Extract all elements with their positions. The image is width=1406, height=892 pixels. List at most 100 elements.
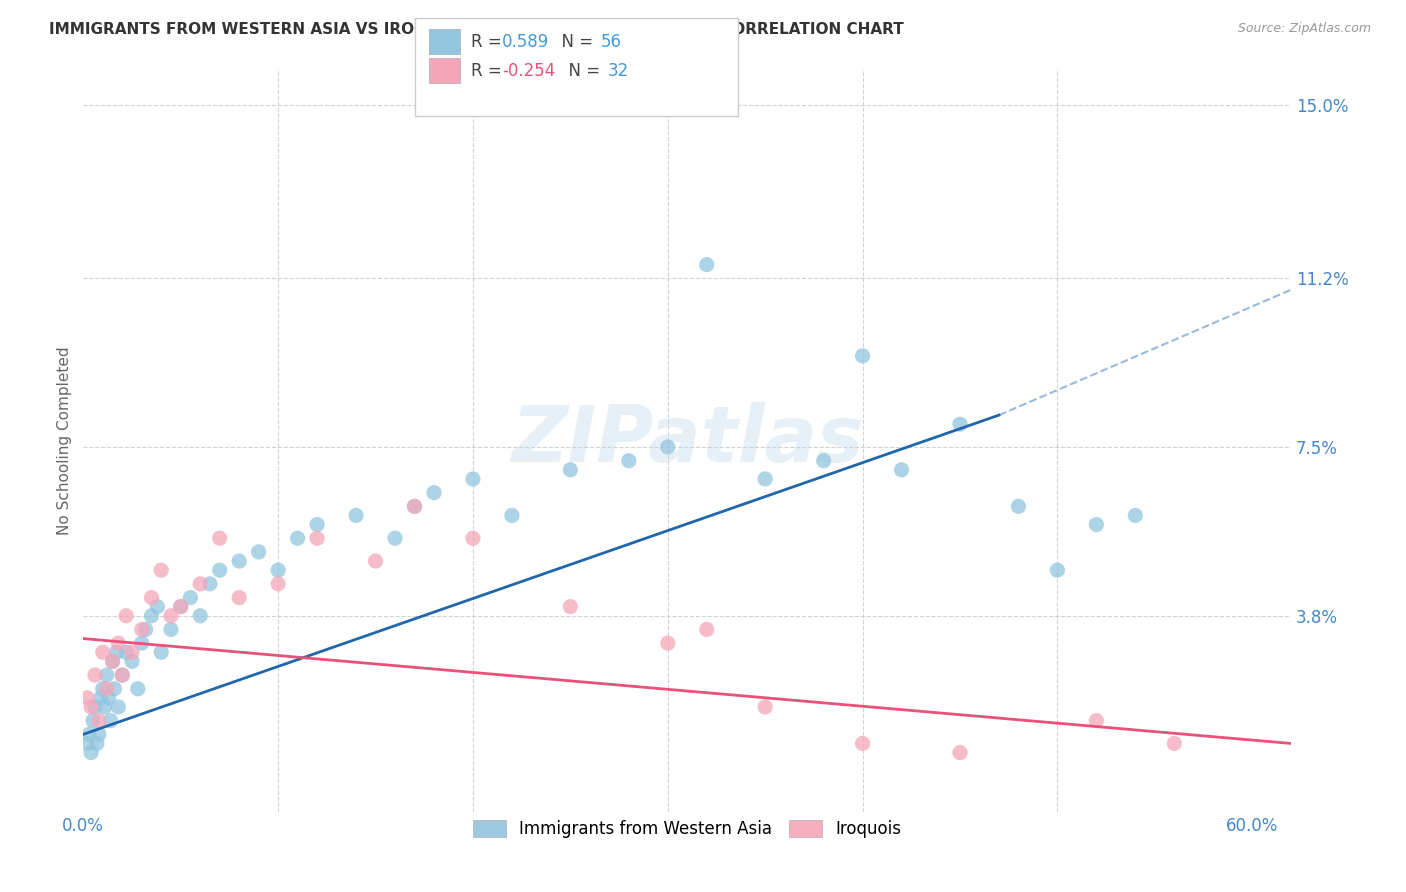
Point	[111, 668, 134, 682]
Point	[228, 591, 250, 605]
Point	[80, 746, 103, 760]
Point	[141, 591, 163, 605]
Point	[160, 608, 183, 623]
Point	[150, 563, 173, 577]
Text: Source: ZipAtlas.com: Source: ZipAtlas.com	[1237, 22, 1371, 36]
Point	[100, 714, 122, 728]
Text: 0.589: 0.589	[502, 33, 550, 51]
Text: 56: 56	[600, 33, 621, 51]
Point	[107, 700, 129, 714]
Text: -0.254: -0.254	[502, 62, 555, 80]
Point	[287, 531, 309, 545]
Point	[107, 636, 129, 650]
Point	[890, 463, 912, 477]
Point	[1007, 500, 1029, 514]
Point	[267, 563, 290, 577]
Point	[208, 531, 231, 545]
Point	[696, 623, 718, 637]
Point	[90, 690, 112, 705]
Point	[560, 599, 582, 614]
Point	[852, 349, 875, 363]
Point	[208, 563, 231, 577]
Point	[852, 736, 875, 750]
Text: N =: N =	[558, 62, 606, 80]
Point	[404, 500, 426, 514]
Point	[188, 577, 211, 591]
Point	[461, 531, 484, 545]
Point	[91, 645, 114, 659]
Point	[344, 508, 367, 523]
Point	[1046, 563, 1069, 577]
Point	[188, 608, 211, 623]
Point	[76, 690, 98, 705]
Point	[170, 599, 193, 614]
Point	[179, 591, 201, 605]
Point	[1163, 736, 1185, 750]
Point	[949, 417, 972, 432]
Point	[150, 645, 173, 659]
Point	[115, 645, 138, 659]
Point	[91, 681, 114, 696]
Point	[813, 454, 835, 468]
Point	[247, 545, 270, 559]
Point	[404, 500, 426, 514]
Point	[96, 681, 118, 696]
Point	[131, 623, 153, 637]
Point	[949, 746, 972, 760]
Point	[170, 599, 193, 614]
Point	[76, 736, 98, 750]
Point	[501, 508, 523, 523]
Point	[364, 554, 387, 568]
Point	[105, 645, 128, 659]
Point	[103, 681, 125, 696]
Point	[657, 440, 679, 454]
Text: IMMIGRANTS FROM WESTERN ASIA VS IROQUOIS NO SCHOOLING COMPLETED CORRELATION CHAR: IMMIGRANTS FROM WESTERN ASIA VS IROQUOIS…	[49, 22, 904, 37]
Point	[160, 623, 183, 637]
Point	[1085, 714, 1108, 728]
Point	[461, 472, 484, 486]
Point	[135, 623, 157, 637]
Point	[384, 531, 406, 545]
Point	[696, 258, 718, 272]
Point	[1085, 517, 1108, 532]
Point	[1125, 508, 1147, 523]
Text: N =: N =	[551, 33, 599, 51]
Point	[77, 727, 100, 741]
Point	[560, 463, 582, 477]
Point	[131, 636, 153, 650]
Point	[146, 599, 169, 614]
Point	[82, 714, 104, 728]
Point	[97, 690, 120, 705]
Point	[307, 517, 329, 532]
Point	[657, 636, 679, 650]
Point	[101, 654, 124, 668]
Point	[307, 531, 329, 545]
Point	[754, 472, 776, 486]
Point	[423, 485, 446, 500]
Text: ZIPatlas: ZIPatlas	[512, 402, 863, 478]
Point	[267, 577, 290, 591]
Point	[80, 700, 103, 714]
Point	[754, 700, 776, 714]
Text: 32: 32	[607, 62, 628, 80]
Point	[141, 608, 163, 623]
Point	[86, 736, 108, 750]
Text: R =: R =	[471, 33, 508, 51]
Point	[87, 727, 110, 741]
Point	[84, 700, 107, 714]
Legend: Immigrants from Western Asia, Iroquois: Immigrants from Western Asia, Iroquois	[465, 813, 908, 845]
Point	[96, 668, 118, 682]
Point	[127, 681, 149, 696]
Point	[228, 554, 250, 568]
Point	[84, 668, 107, 682]
Point	[115, 608, 138, 623]
Point	[617, 454, 640, 468]
Y-axis label: No Schooling Completed: No Schooling Completed	[58, 346, 72, 534]
Text: R =: R =	[471, 62, 508, 80]
Point	[87, 714, 110, 728]
Point	[93, 700, 115, 714]
Point	[101, 654, 124, 668]
Point	[111, 668, 134, 682]
Point	[121, 654, 143, 668]
Point	[198, 577, 221, 591]
